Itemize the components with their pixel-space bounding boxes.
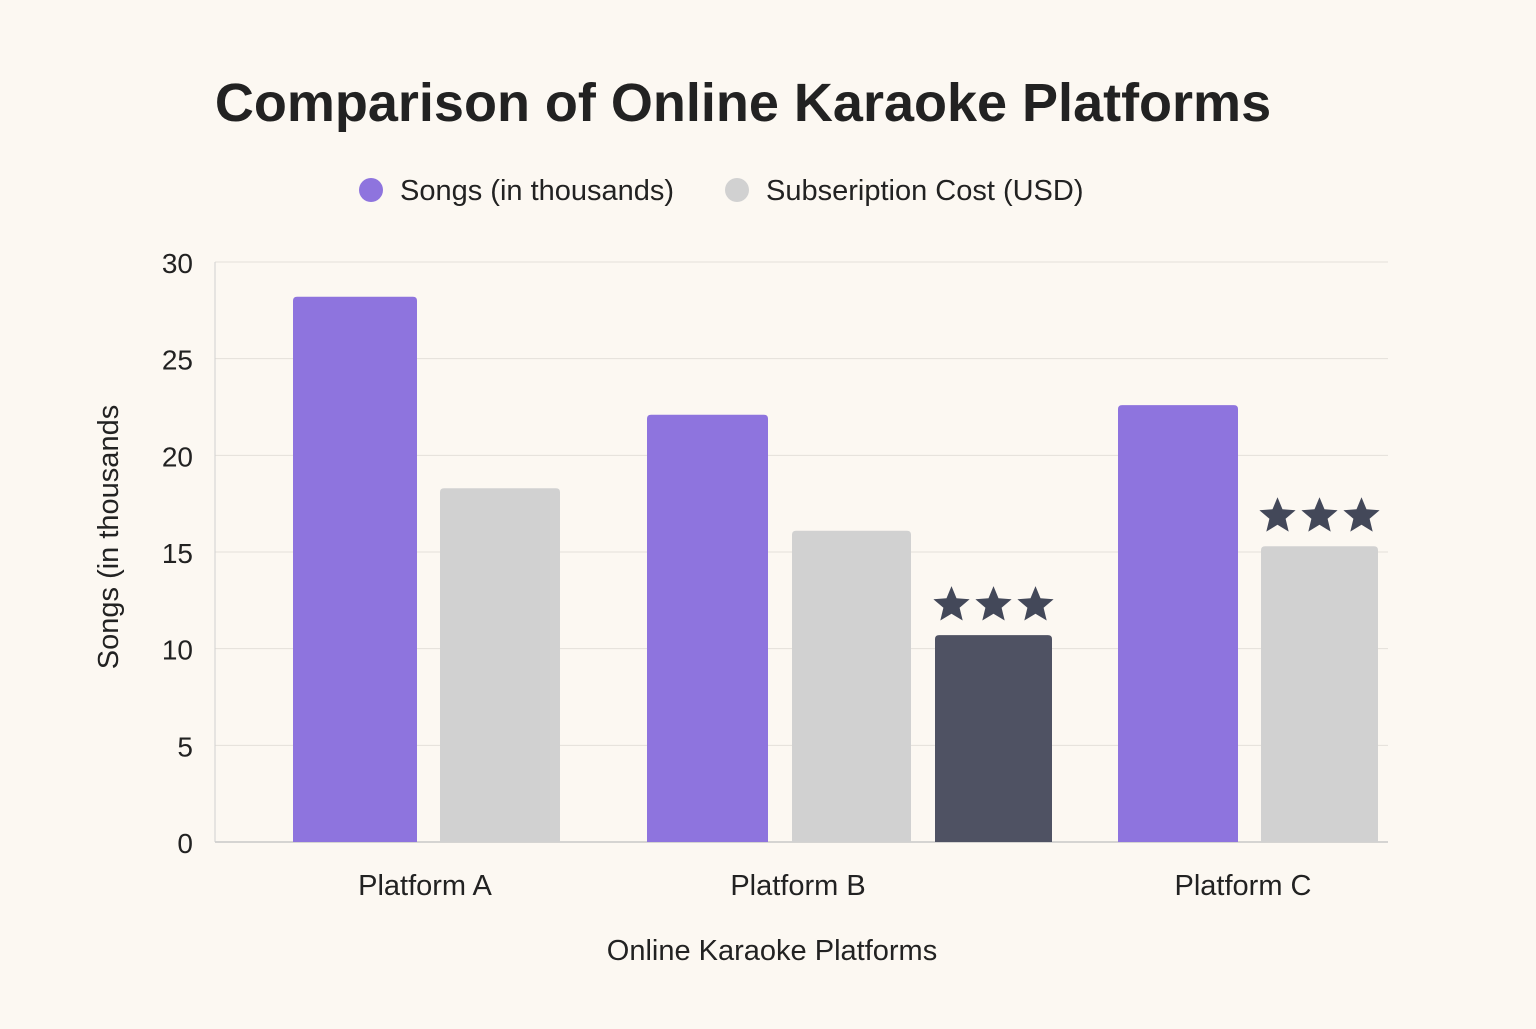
x-tick-label: Platform B [730, 870, 865, 902]
star-icon [933, 586, 970, 621]
legend: Songs (in thousands) Subseription Cost (… [359, 175, 1084, 207]
bar [293, 296, 417, 842]
legend-label-cost: Subseription Cost (USD) [766, 175, 1084, 207]
bar [935, 635, 1052, 842]
x-tick-label: Platform A [358, 870, 492, 902]
bar [1261, 546, 1378, 842]
bar [647, 414, 768, 842]
star-annotations [933, 497, 1380, 621]
star-icon [1301, 497, 1338, 532]
y-tick-label: 5 [177, 731, 193, 762]
bars [293, 296, 1378, 842]
y-tick-label: 30 [162, 248, 193, 279]
legend-swatch-songs [359, 178, 383, 202]
bar [1118, 405, 1238, 842]
x-tick-label: Platform C [1175, 870, 1312, 902]
star-icon [975, 586, 1012, 621]
y-tick-label: 0 [177, 828, 193, 859]
y-tick-label: 10 [162, 635, 193, 666]
star-icon [1259, 497, 1296, 532]
chart-title: Comparison of Online Karaoke Platforms [215, 73, 1271, 133]
y-tick-label: 25 [162, 345, 193, 376]
y-tick-label: 20 [162, 441, 193, 472]
x-axis-label: Online Karaoke Platforms [607, 935, 937, 967]
star-icon [1017, 586, 1054, 621]
y-axis-label: Songs (in thousands [93, 405, 125, 669]
x-ticks: Platform A Platform B Platform C [358, 870, 1311, 902]
bar [440, 488, 560, 842]
bar [792, 530, 911, 842]
legend-swatch-cost [725, 178, 749, 202]
legend-label-songs: Songs (in thousands) [400, 175, 674, 207]
y-tick-label: 15 [162, 538, 193, 569]
star-icon [1343, 497, 1380, 532]
